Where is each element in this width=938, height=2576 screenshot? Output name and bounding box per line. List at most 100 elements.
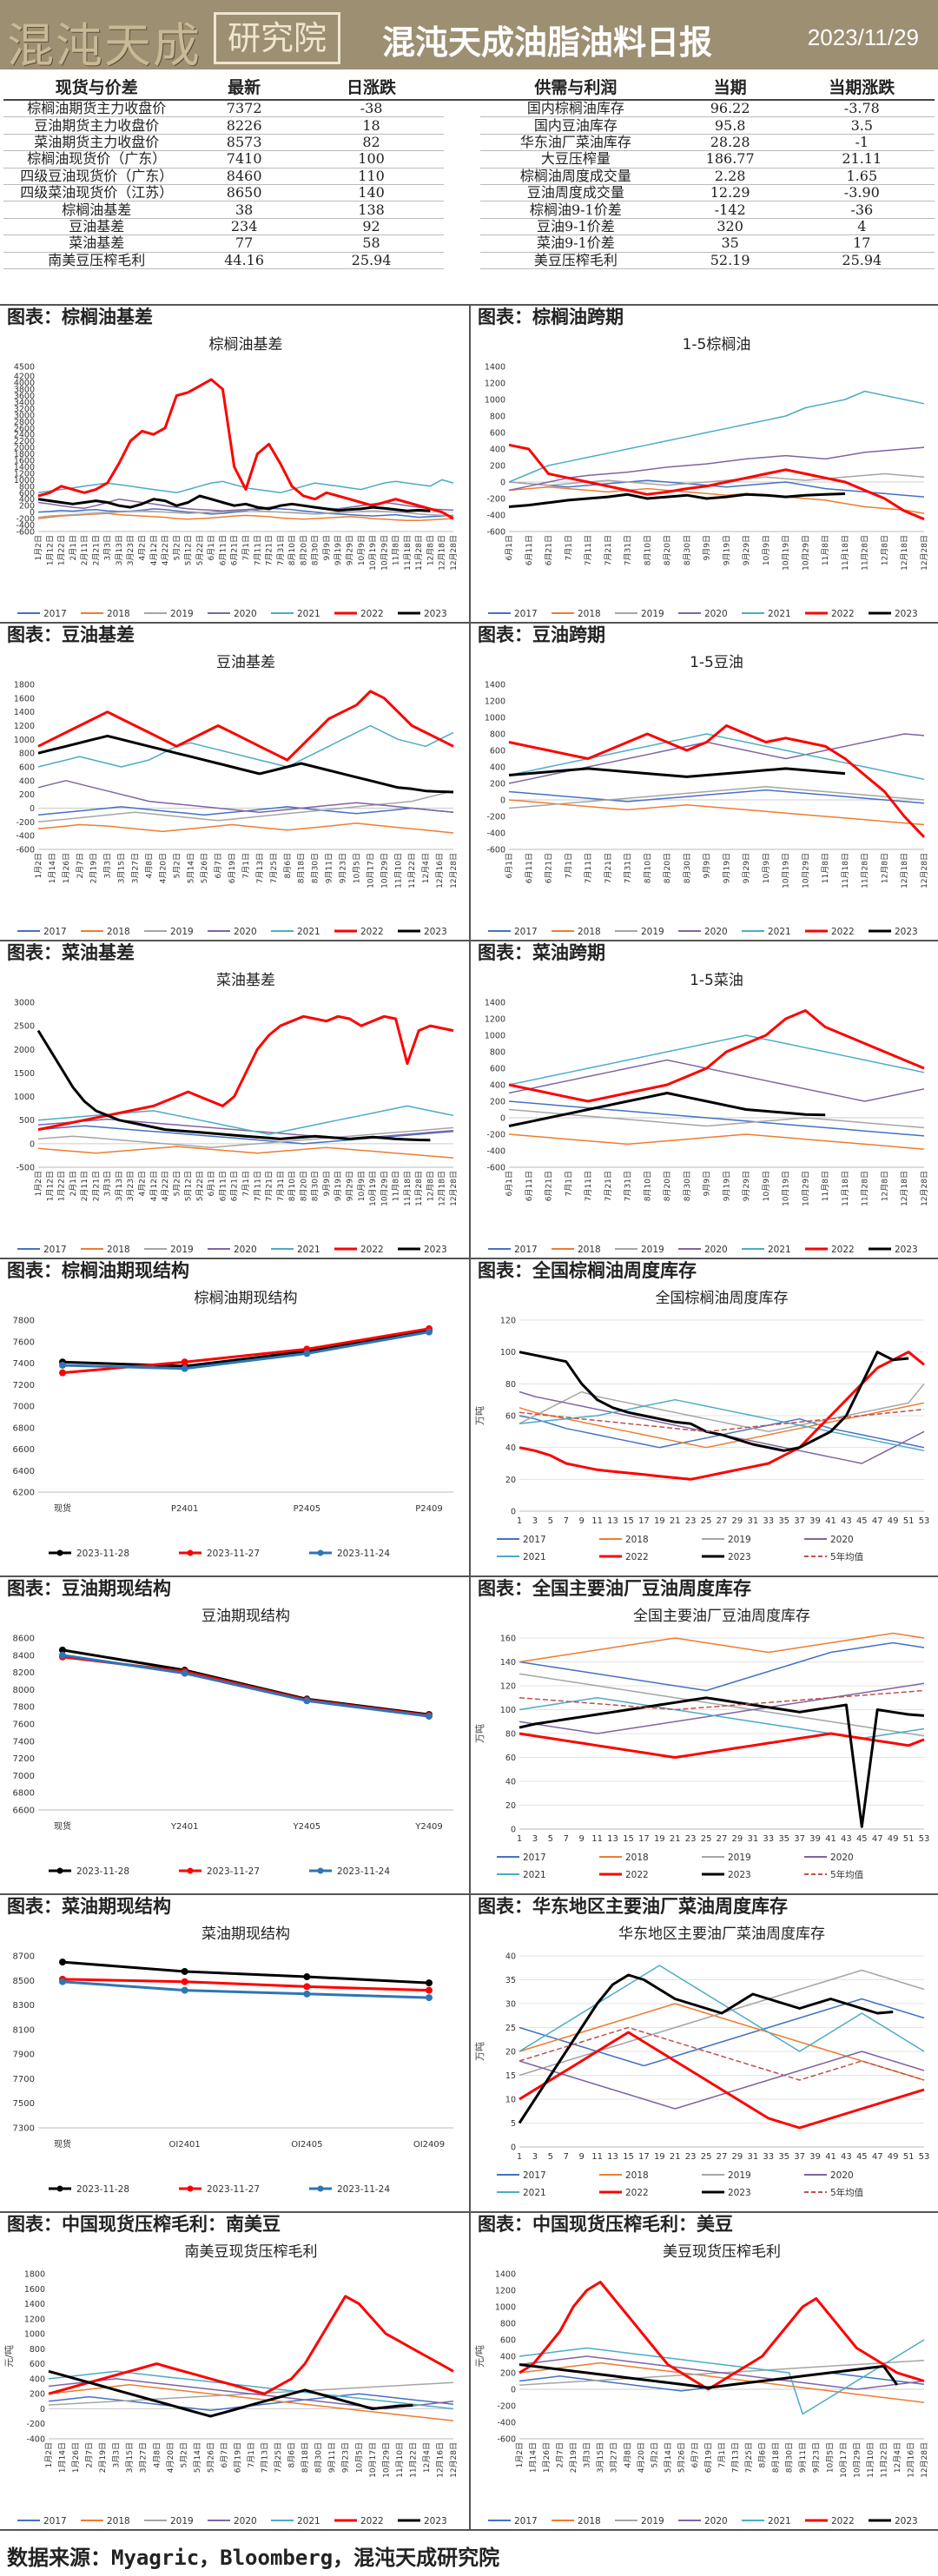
metric-name: 棕榈油期货主力收盘价 [3,100,190,118]
x-tick-label: 17 [638,2152,650,2162]
x-tick-label: 3月27日 [139,2442,149,2473]
x-tick-label: 8月30日 [311,1171,320,1201]
x-tick-label: 10月19日 [368,535,378,571]
legend-label: 2020 [830,1535,854,1545]
legend-label: 2019 [641,2516,664,2526]
y-tick-label: 1400 [485,999,505,1008]
chart-title: 豆油基差 [216,654,275,671]
x-tick-label: 4月8日 [623,2442,632,2467]
panel-title: 图表：豆油基差 [7,624,135,645]
x-tick-label: Y2401 [170,1822,199,1832]
panel-title: 图表：菜油基差 [7,942,135,963]
y-tick-label: 0 [500,1114,505,1124]
x-tick-label: 6月1日 [505,535,514,560]
metric-value: 28.28 [670,134,789,152]
x-tick-label: 1月12日 [45,1171,55,1201]
data-point [181,1358,188,1366]
series-line [37,780,454,814]
y-tick-label: 120 [500,1682,516,1692]
series-line [519,2363,899,2389]
x-tick-label: 9月29日 [346,535,355,565]
legend-label: 2022 [625,1552,649,1562]
x-tick-label: 10月29日 [801,535,810,571]
series-line [508,1133,925,1150]
y-tick-label: 0 [40,2405,45,2414]
x-tick-label: 6月11日 [218,1171,228,1201]
series-line [508,767,846,778]
x-tick-label: 9月9日 [703,853,712,878]
y-tick-label: 1200 [485,697,505,707]
legend-label: 2017 [514,1245,538,1255]
metric-value: 1.65 [789,168,935,185]
legend-label: 2023 [728,1870,751,1880]
x-tick-label: 10月9日 [357,1171,367,1201]
series-line [37,494,431,512]
y-tick-label: 2400 [14,431,35,440]
data-point [426,1986,433,1994]
x-tick-label: 10月17日 [366,853,375,888]
y-tick-label: 8600 [13,1635,35,1644]
x-tick-label: 3月13日 [115,1171,124,1201]
x-tick-label: 12月4日 [422,2442,432,2473]
x-tick-label: 7月21日 [604,535,613,565]
x-tick-label: 5 [548,1516,553,1526]
y-tick-label: 7300 [13,2124,35,2134]
y-tick-label: 60 [505,1754,516,1763]
x-tick-label: 12月18日 [900,535,909,571]
legend-label: 2021 [523,2188,546,2198]
x-tick-label: 2月7日 [85,2442,95,2467]
metric-value: 8460 [189,168,299,185]
y-tick-label: 25 [505,2024,516,2033]
legend-label: 2020 [704,2516,728,2526]
y-tick-label: 30 [505,2000,516,2010]
metric-value: 95.8 [670,116,789,135]
panel-title: 图表：华东地区主要油厂菜油周度库存 [478,1896,788,1917]
series-line [62,1960,430,1985]
chart-13: 美豆现货压榨毛利 元/吨 -600 -400 -200 0 200 400 600 800 1000… [471,2237,938,2527]
y-tick-label: 6200 [13,1489,35,1498]
legend-label: 2023-11-24 [337,1866,390,1877]
legend-label: 2023 [895,2516,918,2526]
x-tick-label: 9月23日 [812,2442,822,2473]
y-tick-label: 3600 [14,392,35,401]
x-tick-label: 17 [638,1516,650,1526]
x-tick-label: 1 [517,2152,522,2162]
chart-8: 豆油期现结构 6600 6800 7000 7200 7400 7600 7800 8000 82… [0,1602,467,1892]
y-tick-label: 800 [19,482,35,492]
series-line [519,1632,925,1663]
series-line [508,492,846,508]
x-tick-label: 现货 [54,2138,71,2150]
y-tick-label: 1000 [485,1032,505,1041]
y-tick-label: 1200 [485,1015,505,1025]
y-tick-label: 7200 [13,1381,35,1390]
y-tick-label: 1000 [24,2330,45,2340]
x-tick-label: 7月13日 [261,2442,270,2473]
metric-value: 138 [298,201,445,219]
metric-value: 92 [298,218,445,236]
series-line [508,1009,925,1103]
x-tick-label: 1月22日 [57,535,67,565]
data-point [303,1350,311,1357]
series-line [62,1654,430,1718]
y-tick-label: 400 [19,776,35,786]
x-tick-label: 49 [888,2152,899,2162]
x-tick-label: 11月8日 [392,535,401,565]
y-tick-label: -600 [486,1164,505,1173]
y-tick-label: 80 [505,1380,516,1390]
metric-value: 3.5 [789,116,935,135]
y-tick-label: 1000 [14,736,35,745]
y-tick-label: 1200 [14,722,35,731]
chart-9: 全国主要油厂豆油周度库存 万吨 0 20 40 60 80 100 120 140 160 1 3 5 7 9… [471,1602,938,1892]
x-tick-label: 4月2日 [138,535,148,560]
x-tick-label: 9月9日 [322,1171,332,1196]
panel-title: 图表：棕榈油基差 [7,307,153,327]
x-tick-label: 12月18日 [438,1171,447,1206]
x-tick-label: 47 [872,1516,883,1526]
x-tick-label: 2月11日 [80,535,89,565]
x-tick-label: 8月30日 [311,535,320,565]
x-tick-label: 31 [747,1834,758,1844]
x-tick-label: 1月14日 [58,2442,68,2473]
x-tick-label: 现货 [54,1503,71,1514]
y-tick-label: 7400 [13,1737,35,1747]
